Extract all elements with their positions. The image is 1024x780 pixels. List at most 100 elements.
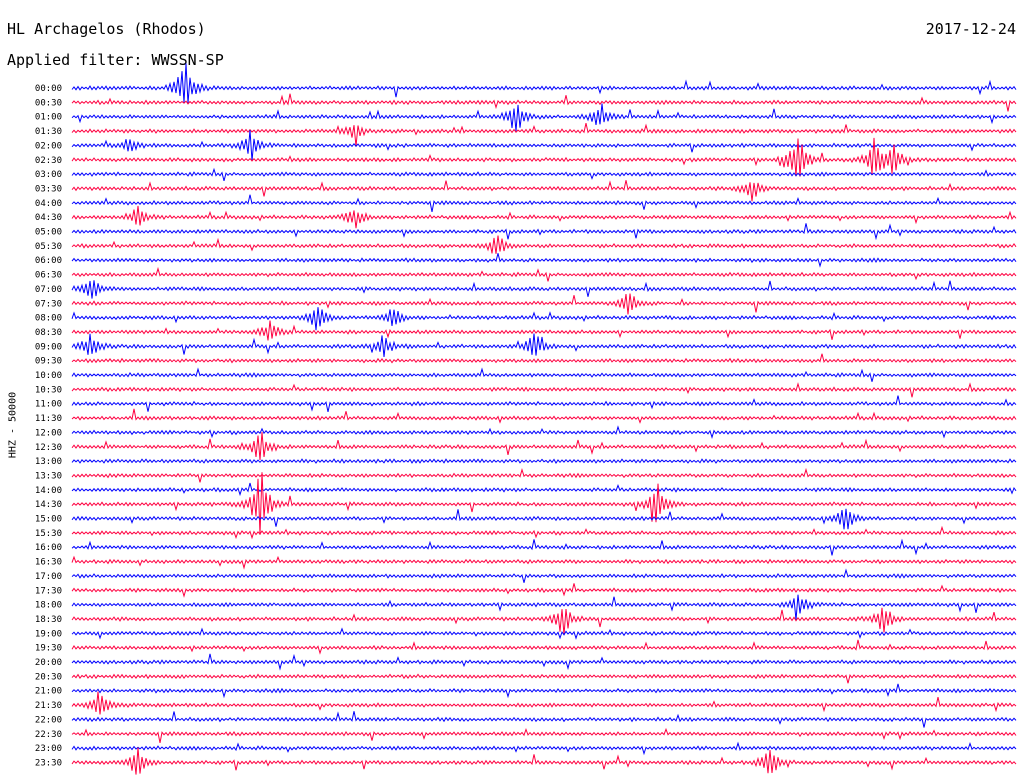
trace-row-2000 — [71, 653, 1017, 671]
row-time-label: 23:00 — [35, 744, 62, 754]
trace-row-0100 — [71, 103, 1017, 132]
trace-row-2330 — [71, 747, 1017, 775]
trace-row-0000 — [71, 63, 1017, 104]
row-time-label: 14:00 — [35, 486, 62, 496]
trace-row-1430 — [71, 472, 1017, 535]
row-time-label: 22:00 — [35, 715, 62, 725]
row-time-label: 23:30 — [35, 758, 62, 768]
row-time-label: 16:00 — [35, 543, 62, 553]
trace-row-0200 — [71, 130, 1017, 161]
row-time-label: 01:00 — [35, 113, 62, 123]
row-time-label: 06:30 — [35, 271, 62, 281]
trace-row-2200 — [71, 711, 1017, 728]
row-time-label: 19:00 — [35, 629, 62, 639]
row-time-label: 12:00 — [35, 428, 62, 438]
trace-row-0030 — [71, 93, 1017, 112]
row-time-label: 15:30 — [35, 529, 62, 539]
trace-row-0800 — [71, 307, 1017, 331]
row-time-label: 20:00 — [35, 658, 62, 668]
trace-row-1330 — [71, 467, 1017, 483]
row-time-label: 01:30 — [35, 127, 62, 137]
trace-row-0530 — [71, 235, 1017, 254]
row-time-label: 17:00 — [35, 572, 62, 582]
row-time-label: 18:30 — [35, 615, 62, 625]
trace-row-1600 — [71, 538, 1017, 556]
trace-row-0900 — [71, 333, 1017, 358]
trace-row-1130 — [71, 408, 1017, 424]
trace-row-0930 — [71, 353, 1017, 364]
trace-row-2300 — [71, 741, 1017, 756]
row-time-label: 02:00 — [35, 141, 62, 151]
trace-row-0700 — [71, 280, 1017, 299]
trace-row-0830 — [71, 320, 1017, 341]
trace-row-2230 — [71, 727, 1017, 743]
trace-row-0600 — [71, 253, 1017, 268]
trace-row-1930 — [71, 639, 1017, 655]
trace-row-0330 — [71, 180, 1017, 202]
trace-row-0500 — [71, 223, 1017, 241]
row-time-label: 04:00 — [35, 199, 62, 209]
trace-row-1700 — [71, 568, 1017, 583]
trace-row-0430 — [71, 205, 1017, 229]
trace-row-1630 — [71, 555, 1017, 570]
row-time-label: 18:00 — [35, 601, 62, 611]
row-time-label: 12:30 — [35, 443, 62, 453]
row-time-label: 05:00 — [35, 228, 62, 238]
trace-row-1530 — [71, 525, 1017, 540]
trace-row-1400 — [71, 482, 1017, 497]
trace-row-2030 — [71, 673, 1017, 684]
row-time-label: 11:00 — [35, 400, 62, 410]
row-time-label: 11:30 — [35, 414, 62, 424]
row-time-label: 10:00 — [35, 371, 62, 381]
row-time-label: 00:00 — [35, 84, 62, 94]
row-time-label: 14:30 — [35, 500, 62, 510]
row-time-label: 10:30 — [35, 385, 62, 395]
row-time-label: 07:30 — [35, 299, 62, 309]
trace-row-0730 — [71, 293, 1017, 315]
row-time-label: 13:00 — [35, 457, 62, 467]
trace-row-1100 — [71, 395, 1017, 413]
row-time-label: 16:30 — [35, 558, 62, 568]
row-time-label: 08:30 — [35, 328, 62, 338]
trace-row-1800 — [71, 594, 1017, 621]
trace-rows — [71, 63, 1017, 775]
trace-row-0130 — [71, 122, 1017, 147]
row-time-label: 03:00 — [35, 170, 62, 180]
filter-label: Applied filter: WWSSN-SP — [7, 51, 224, 69]
trace-row-0630 — [71, 266, 1017, 282]
trace-row-1300 — [71, 458, 1017, 464]
row-time-label: 20:30 — [35, 672, 62, 682]
trace-row-2130 — [71, 691, 1017, 715]
row-time-label: 13:30 — [35, 471, 62, 481]
row-time-label: 06:00 — [35, 256, 62, 266]
trace-row-0230 — [71, 137, 1017, 177]
trace-row-1730 — [71, 583, 1017, 598]
trace-row-1830 — [71, 607, 1017, 636]
row-time-label: 09:00 — [35, 342, 62, 352]
row-time-label: 02:30 — [35, 156, 62, 166]
row-time-label: 09:30 — [35, 357, 62, 367]
trace-row-1000 — [71, 367, 1017, 382]
row-time-label: 21:30 — [35, 701, 62, 711]
trace-row-1030 — [71, 382, 1017, 398]
row-time-label: 21:00 — [35, 687, 62, 697]
row-time-label: 07:00 — [35, 285, 62, 295]
row-labels: 00:00 00:30 01:00 01:30 02:00 02:30 03:00 03:30… — [35, 84, 62, 768]
row-time-label: 22:30 — [35, 730, 62, 740]
trace-row-0400 — [71, 194, 1017, 212]
station-title: HL Archagelos (Rhodos) — [7, 20, 206, 38]
row-time-label: 03:30 — [35, 184, 62, 194]
row-time-label: 08:00 — [35, 314, 62, 324]
row-time-label: 17:30 — [35, 586, 62, 596]
trace-row-0300 — [71, 167, 1017, 182]
trace-row-1230 — [71, 431, 1017, 461]
row-time-label: 05:30 — [35, 242, 62, 252]
row-time-label: 04:30 — [35, 213, 62, 223]
row-time-label: 19:30 — [35, 644, 62, 654]
date-label: 2017-12-24 — [925, 20, 1016, 38]
trace-row-1500 — [71, 508, 1017, 530]
row-time-label: 15:00 — [35, 515, 62, 525]
trace-row-2100 — [71, 683, 1017, 699]
trace-row-1200 — [71, 425, 1017, 439]
